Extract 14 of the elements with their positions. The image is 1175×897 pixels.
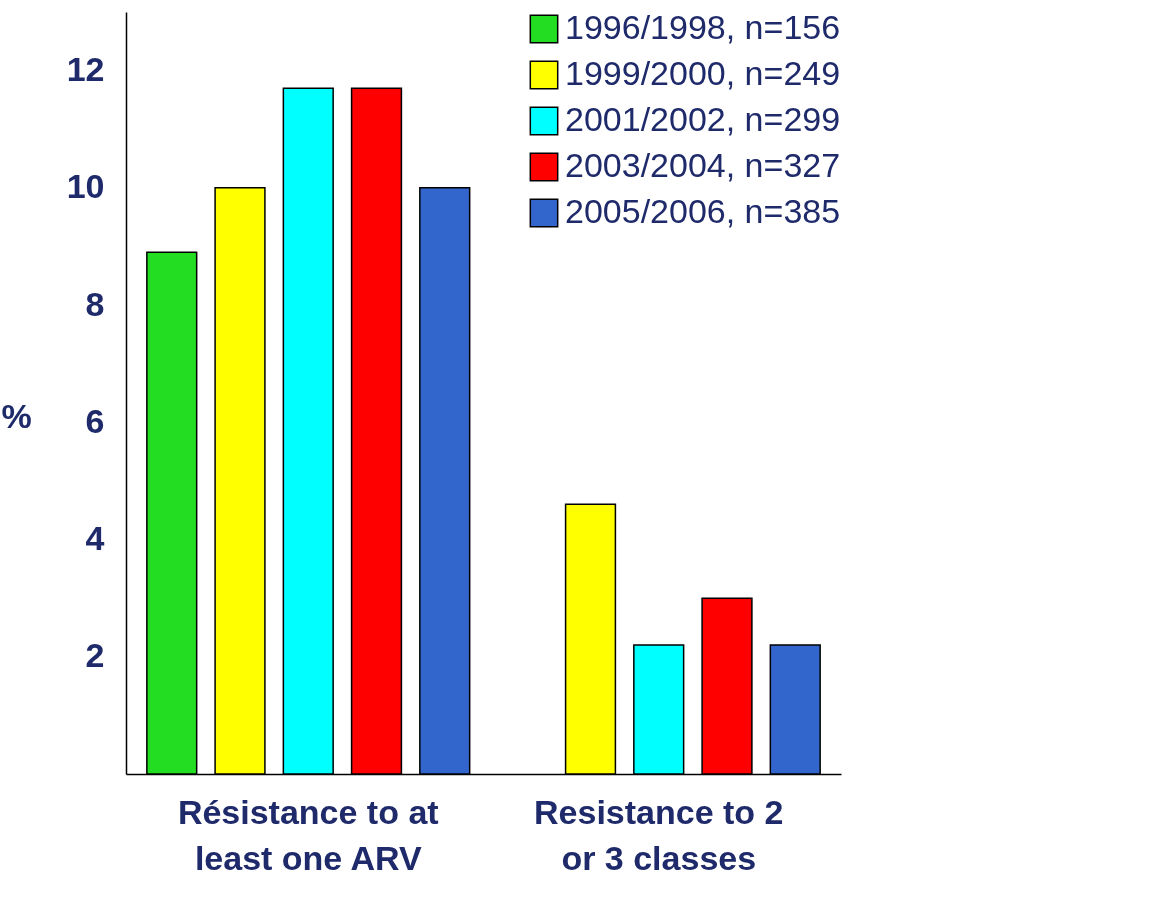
- y-tick-label: 4: [85, 519, 105, 558]
- y-tick-label: 6: [85, 401, 105, 440]
- legend-label: 2001/2002, n=299: [565, 100, 841, 138]
- legend-label: 2003/2004, n=327: [565, 146, 841, 184]
- x-tick-label: Resistance to 2 or 3 classes: [534, 792, 784, 877]
- legend-label: 1996/1998, n=156: [565, 8, 841, 46]
- y-tick-label: 8: [85, 284, 105, 323]
- y-tick-label: 10: [66, 167, 105, 206]
- legend-label: 2005/2006, n=385: [565, 192, 841, 230]
- legend-label: 1999/2000, n=249: [565, 54, 841, 92]
- y-axis-title: %: [1, 396, 32, 435]
- x-tick-label: Résistance to at least one ARV: [177, 792, 439, 877]
- y-tick-label: 12: [66, 50, 105, 89]
- y-tick-label: 2: [85, 636, 105, 675]
